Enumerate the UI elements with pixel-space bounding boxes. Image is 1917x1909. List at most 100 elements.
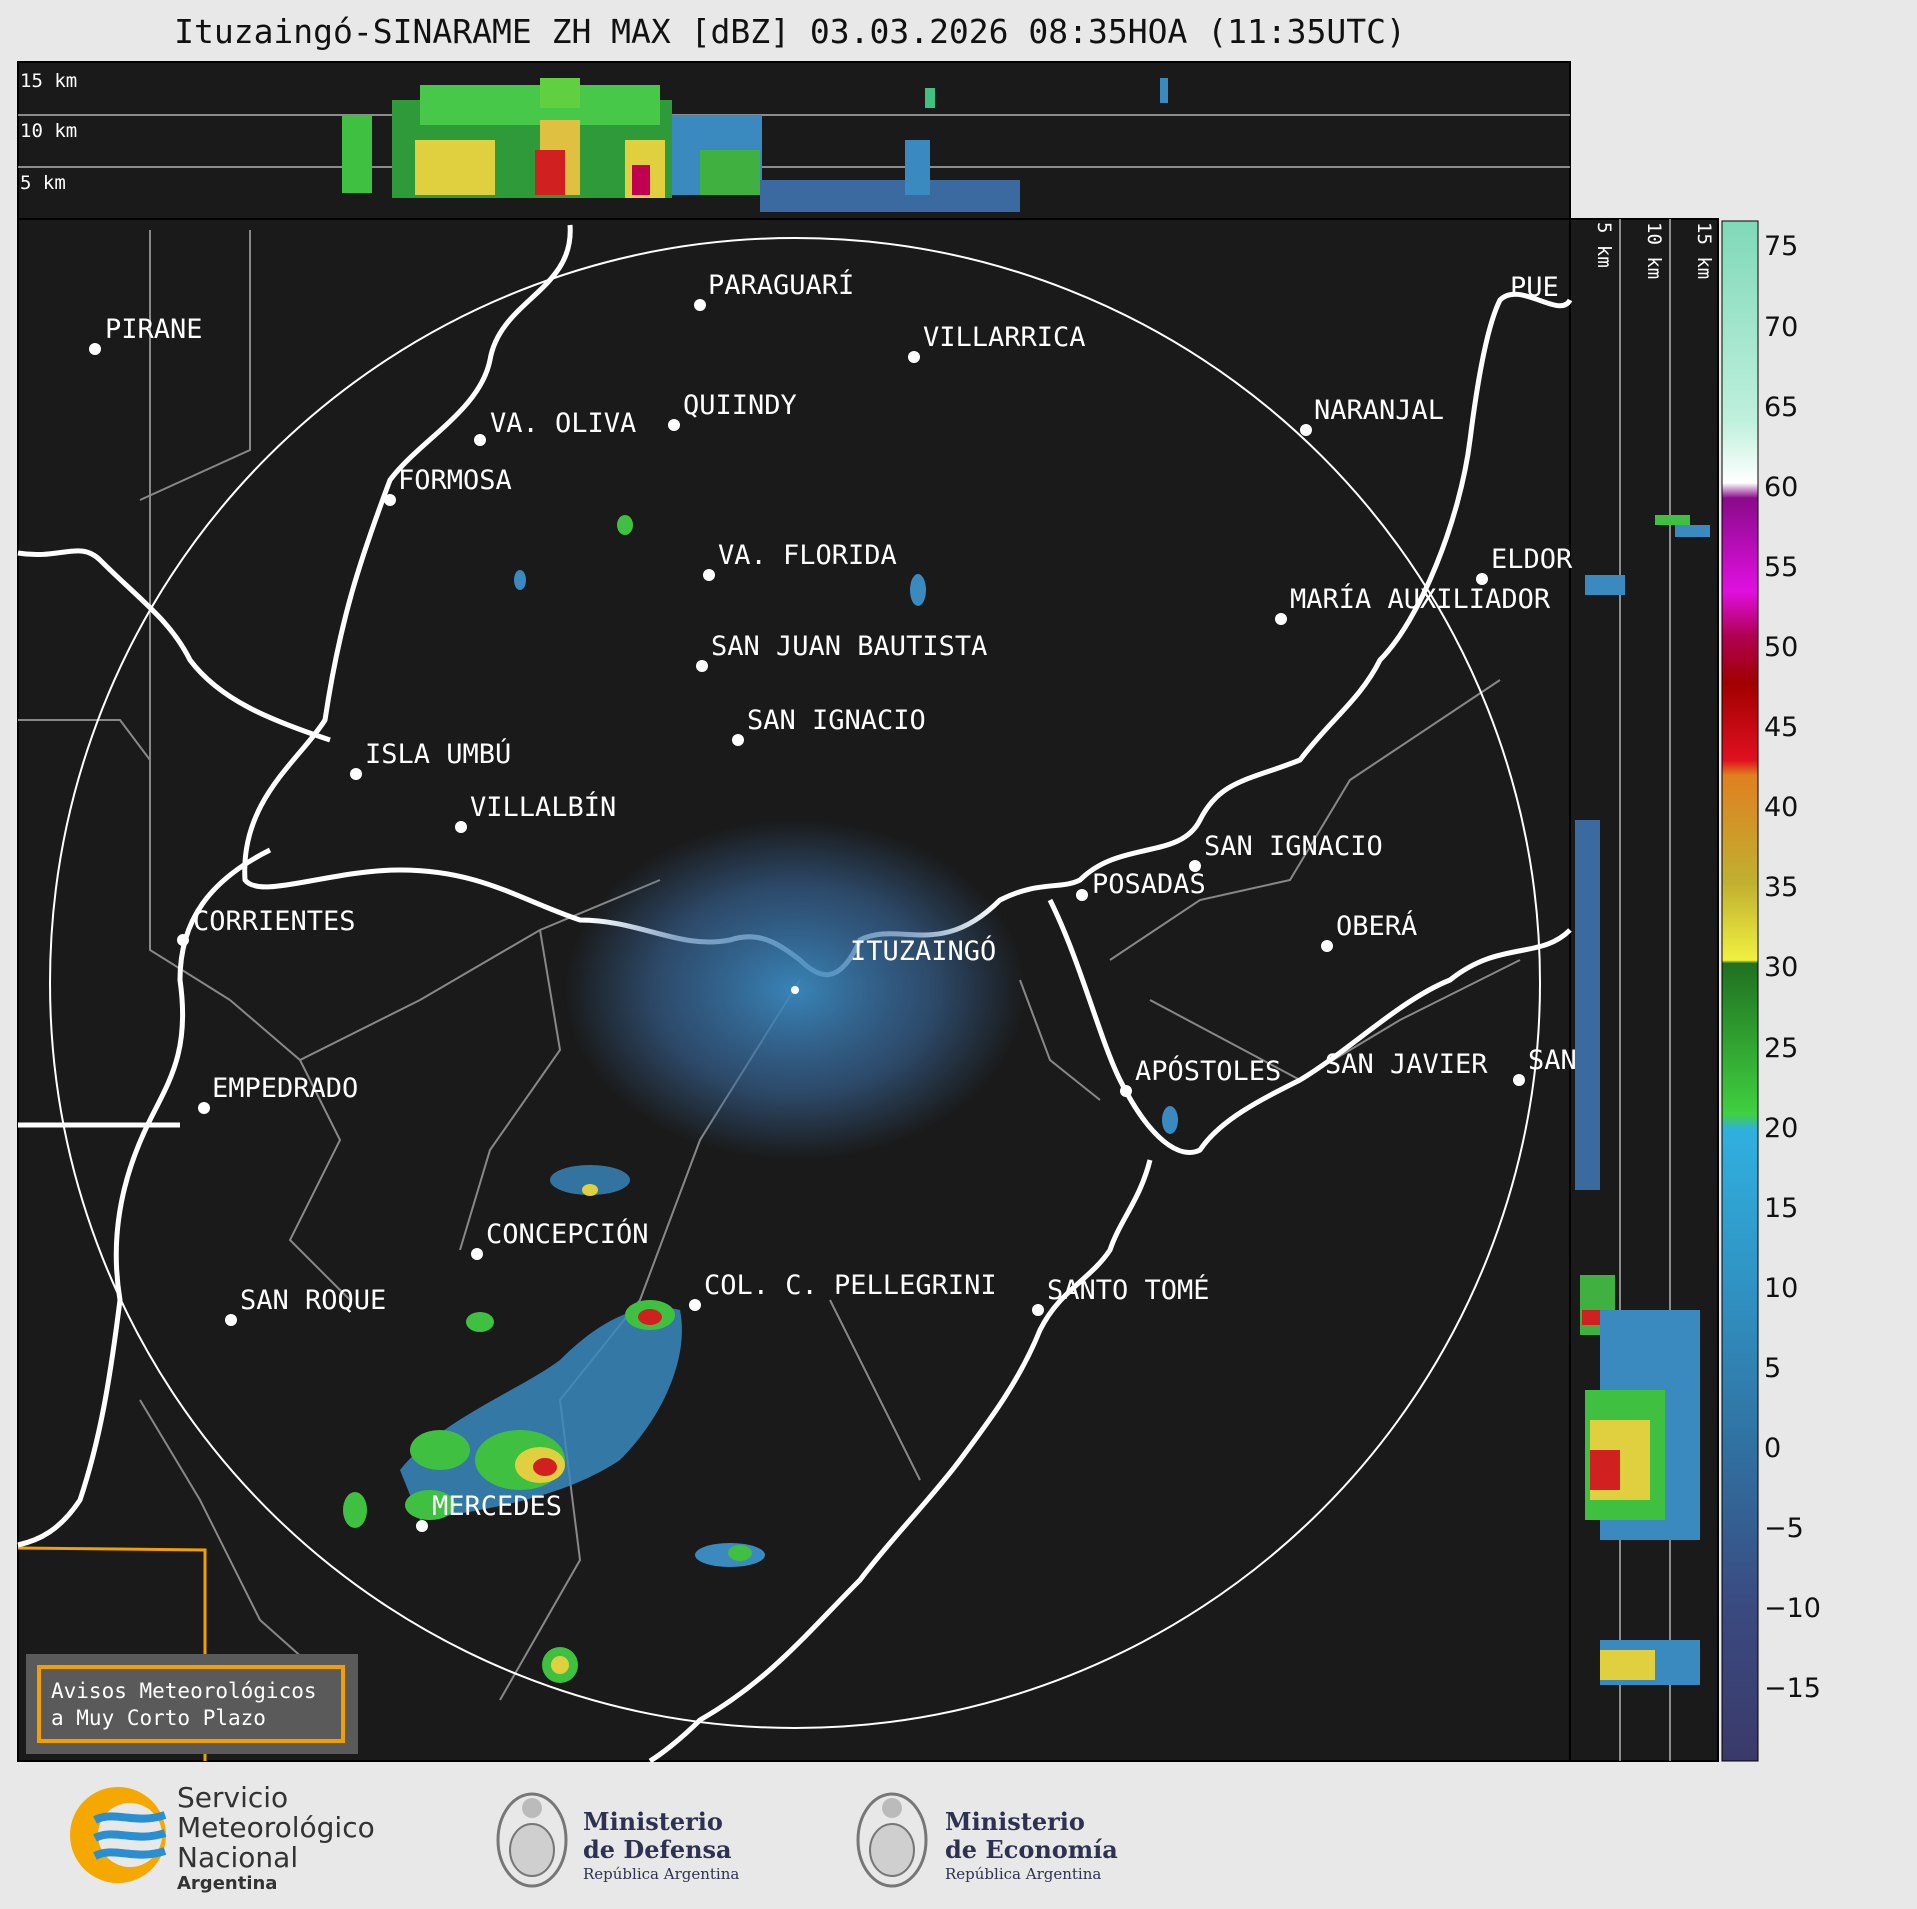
colorbar-tick: −15 (1764, 1673, 1821, 1704)
colorbar-tick: 45 (1764, 712, 1798, 743)
svg-text:SAN ROQUE: SAN ROQUE (240, 1285, 386, 1316)
colorbar-tick: 35 (1764, 872, 1798, 903)
colorbar-tick: −5 (1764, 1513, 1804, 1544)
city-marker: SAN (1513, 1045, 1577, 1086)
svg-text:SAN IGNACIO: SAN IGNACIO (1204, 831, 1383, 862)
svg-text:ISLA UMBÚ: ISLA UMBÚ (365, 738, 511, 770)
city-marker: VILLARRICA (908, 322, 1086, 363)
smn-logo (70, 1787, 167, 1883)
city-marker: EMPEDRADO (198, 1073, 358, 1114)
city-marker: CORRIENTES (177, 906, 356, 946)
svg-text:EMPEDRADO: EMPEDRADO (212, 1073, 358, 1104)
city-marker: VA. OLIVA (474, 408, 636, 446)
colorbar-tick: 50 (1764, 632, 1798, 663)
city-marker: MARÍA AUXILIADOR (1275, 583, 1551, 625)
city-marker: ISLA UMBÚ (350, 738, 511, 780)
colorbar-tick: 20 (1764, 1113, 1798, 1144)
svg-text:Avisos Meteorológicos: Avisos Meteorológicos (51, 1679, 317, 1703)
city-marker: SAN ROQUE (225, 1285, 386, 1326)
city-marker: PIRANE (89, 314, 203, 355)
top-echoes (342, 78, 1168, 212)
city-marker: ELDOR (1476, 544, 1573, 585)
svg-text:MERCEDES: MERCEDES (432, 1491, 562, 1522)
city-marker: SAN IGNACIO (1189, 831, 1383, 872)
city-marker: SANTO TOMÉ (1032, 1274, 1210, 1316)
colorbar-tick: 70 (1764, 312, 1798, 343)
city-marker: MERCEDES (416, 1491, 562, 1532)
svg-text:POSADAS: POSADAS (1092, 869, 1206, 900)
svg-text:FORMOSA: FORMOSA (398, 465, 512, 496)
colorbar: 75 70 65 60 55 50 45 40 35 30 25 20 15 1… (1721, 220, 1821, 1762)
colorbar-tick: −10 (1764, 1593, 1821, 1624)
height-label: 5 km (20, 172, 66, 194)
colorbar-tick: 65 (1764, 392, 1798, 423)
colorbar-tick: 0 (1764, 1433, 1781, 1464)
svg-text:SAN IGNACIO: SAN IGNACIO (747, 705, 926, 736)
svg-text:APÓSTOLES: APÓSTOLES (1135, 1055, 1281, 1087)
city-marker: APÓSTOLES (1120, 1055, 1281, 1097)
economia-seal (856, 1792, 928, 1888)
svg-text:PIRANE: PIRANE (105, 314, 203, 345)
colorbar-tick: 30 (1764, 952, 1798, 983)
svg-text:PARAGUARÍ: PARAGUARÍ (708, 269, 854, 301)
side-echoes (1575, 515, 1710, 1685)
svg-text:SAN: SAN (1528, 1045, 1577, 1076)
warning-box: Avisos Meteorológicos a Muy Corto Plazo (26, 1654, 358, 1754)
defensa-seal (496, 1792, 568, 1888)
svg-text:PUE: PUE (1510, 272, 1559, 303)
svg-text:VILLALBÍN: VILLALBÍN (470, 791, 616, 823)
colorbar-tick: 25 (1764, 1033, 1798, 1064)
svg-text:SAN JUAN BAUTISTA: SAN JUAN BAUTISTA (711, 631, 987, 662)
radar-site-marker: ITUZAINGÓ (791, 935, 996, 994)
range-ring (49, 237, 1541, 1729)
city-marker: SAN JAVIER (1325, 1049, 1488, 1080)
svg-text:VA. FLORIDA: VA. FLORIDA (718, 540, 897, 571)
height-label: 5 km (1593, 222, 1615, 268)
colorbar-tick: 5 (1764, 1353, 1781, 1384)
province-boundaries (18, 230, 1521, 1701)
colorbar-tick: 40 (1764, 792, 1798, 823)
svg-text:SAN JAVIER: SAN JAVIER (1325, 1049, 1488, 1080)
svg-text:ELDOR: ELDOR (1491, 544, 1573, 575)
city-marker: SAN IGNACIO (732, 705, 926, 746)
svg-text:CONCEPCIÓN: CONCEPCIÓN (486, 1218, 649, 1250)
height-label: 15 km (20, 70, 77, 92)
svg-text:COL. C. PELLEGRINI: COL. C. PELLEGRINI (704, 1270, 997, 1301)
colorbar-tick: 75 (1764, 231, 1798, 262)
colorbar-tick: 15 (1764, 1193, 1798, 1224)
colorbar-tick: 55 (1764, 552, 1798, 583)
city-marker: OBERÁ (1321, 910, 1417, 952)
colorbar-tick: 60 (1764, 472, 1798, 503)
city-marker: FORMOSA (384, 465, 512, 506)
city-marker: POSADAS (1076, 869, 1206, 901)
height-label: 15 km (1693, 222, 1715, 279)
city-marker: SAN JUAN BAUTISTA (696, 631, 987, 672)
svg-text:ITUZAINGÓ: ITUZAINGÓ (850, 935, 996, 967)
svg-text:SANTO TOMÉ: SANTO TOMÉ (1047, 1274, 1210, 1306)
city-marker: VA. FLORIDA (703, 540, 897, 581)
svg-text:VILLARRICA: VILLARRICA (923, 322, 1086, 353)
city-marker: QUIINDY (668, 390, 797, 431)
economia-wordmark: Ministerio de Economía República Argenti… (945, 1807, 1118, 1884)
svg-text:OBERÁ: OBERÁ (1336, 910, 1417, 942)
svg-text:a Muy Corto Plazo: a Muy Corto Plazo (51, 1706, 266, 1730)
city-marker: VILLALBÍN (455, 791, 616, 833)
height-label: 10 km (1643, 222, 1665, 279)
city-marker: PARAGUARÍ (694, 269, 854, 311)
defensa-wordmark: Ministerio de Defensa República Argentin… (583, 1807, 740, 1884)
svg-text:NARANJAL: NARANJAL (1314, 395, 1444, 426)
city-marker: NARANJAL (1300, 395, 1444, 436)
svg-text:VA. OLIVA: VA. OLIVA (490, 408, 636, 439)
city-marker: PUE (1510, 272, 1559, 303)
svg-text:QUIINDY: QUIINDY (683, 390, 797, 421)
smn-wordmark: Servicio Meteorológico Nacional Argentin… (177, 1781, 375, 1895)
colorbar-tick: 10 (1764, 1273, 1798, 1304)
city-labels: PIRANE PARAGUARÍ VILLARRICA VA. OLIVA QU… (89, 269, 1577, 1532)
city-marker: CONCEPCIÓN (471, 1218, 649, 1260)
city-marker: COL. C. PELLEGRINI (689, 1270, 997, 1311)
precipitation-echoes (343, 515, 1178, 1683)
svg-text:MARÍA AUXILIADOR: MARÍA AUXILIADOR (1290, 583, 1551, 615)
map-title: Ituzaingó-SINARAME ZH MAX [dBZ] 03.03.20… (174, 12, 1406, 51)
height-label: 10 km (20, 120, 77, 142)
